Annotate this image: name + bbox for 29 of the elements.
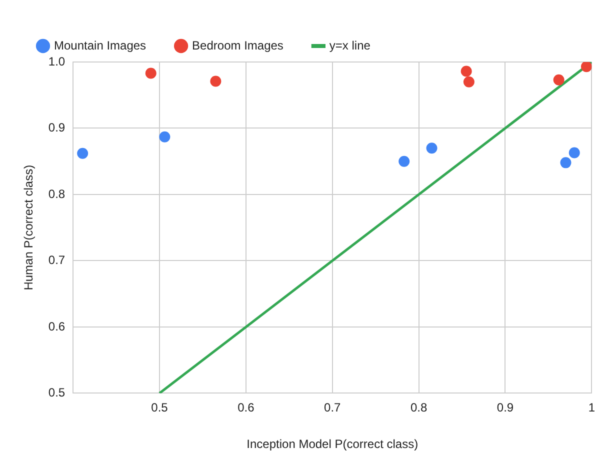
- y-tick-label: 0.5: [48, 386, 66, 400]
- x-tick-label: 0.5: [151, 400, 168, 415]
- point: [463, 76, 474, 88]
- point: [580, 62, 592, 72]
- point: [398, 156, 410, 167]
- point: [77, 148, 88, 159]
- point: [210, 76, 222, 87]
- point: [159, 131, 170, 142]
- legend-label: y=x line: [329, 38, 371, 52]
- point: [553, 74, 564, 86]
- x-tick-label: 0.6: [238, 400, 255, 415]
- x-axis-title: Inception Model P(correct class): [246, 437, 418, 452]
- y-axis-title: Human P(correct class): [22, 164, 36, 290]
- point: [426, 142, 438, 154]
- legend-label: Mountain Images: [54, 38, 146, 52]
- legend-label: Bedroom Images: [192, 38, 284, 52]
- point: [568, 147, 580, 158]
- x-tick-label: 0.8: [410, 400, 428, 415]
- y-tick-label: 0.6: [48, 319, 66, 334]
- point: [145, 68, 156, 79]
- x-tick-label: 0.9: [496, 400, 514, 415]
- point: [460, 66, 472, 77]
- point: [560, 157, 572, 168]
- x-tick-label: 1: [588, 400, 596, 415]
- y-tick-label: 0.9: [48, 120, 66, 135]
- y-tick-label: 0.7: [48, 253, 66, 268]
- y-tick-label: 0.8: [48, 186, 66, 201]
- x-tick-label: 0.7: [324, 400, 342, 415]
- y-tick-label: 1.0: [48, 54, 66, 68]
